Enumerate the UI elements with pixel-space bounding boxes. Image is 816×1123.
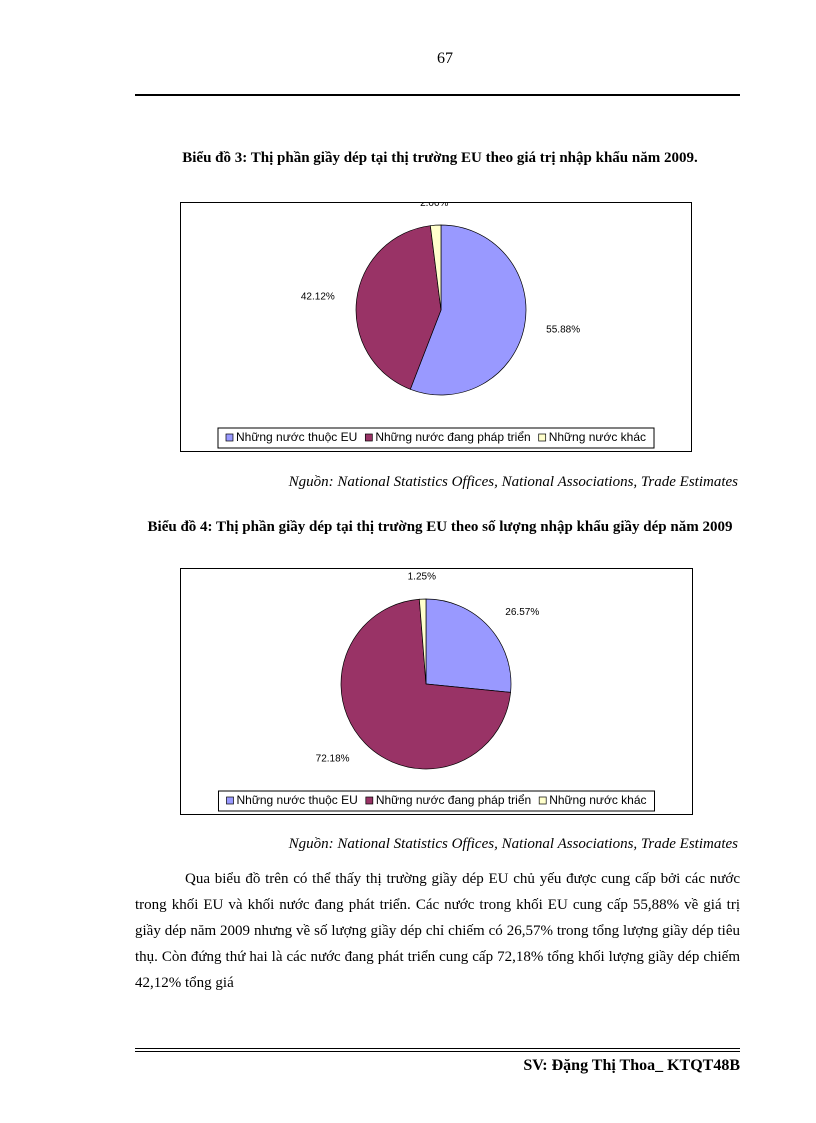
chart-source: Nguồn: National Statistics Offices, Nati… — [288, 474, 738, 490]
pie-slice — [355, 225, 442, 390]
data-label: 55.88% — [546, 324, 580, 335]
legend-label: Những nước đang pháp triển — [375, 430, 530, 444]
pie-slice — [425, 598, 512, 693]
page-number: 67 — [437, 50, 453, 67]
legend-box — [217, 427, 655, 449]
legend-swatch — [226, 796, 234, 805]
data-label: 1.25% — [408, 572, 436, 583]
legend-label: Những nước thuộc EU — [236, 430, 357, 444]
legend-swatch — [538, 433, 547, 442]
paragraph: Qua biểu đồ trên có thể thấy thị trường … — [135, 871, 740, 991]
legend-label: Những nước đang pháp triển — [376, 793, 531, 807]
legend-swatch — [225, 433, 234, 442]
pie-chart: 26.57% 72.18% 1.25% Những nước thuộc EU Nhữn… — [180, 568, 693, 815]
chart-caption: Biểu đồ 3: Thị phần giầy dép tại thị trư… — [182, 150, 698, 166]
legend-label: Những nước khác — [549, 793, 646, 807]
data-label: 26.57% — [505, 607, 539, 618]
header-rule — [135, 94, 740, 96]
pie-slice — [429, 224, 442, 311]
legend-swatch — [364, 433, 373, 442]
legend-label: Những nước khác — [549, 430, 646, 444]
legend-label: Những nước thuộc EU — [236, 793, 357, 807]
legend-swatch — [365, 796, 374, 805]
chart-caption: Biểu đồ 4: Thị phần giầy dép tại thị trư… — [147, 519, 733, 535]
legend-box — [217, 790, 656, 812]
pie-slice — [409, 224, 527, 396]
pie-chart: 55.88% 42.12% 2.00% Những nước thuộc EU Nhữn… — [180, 202, 692, 452]
footer: SV: Đặng Thị Thoa_ KTQT48B — [523, 1057, 740, 1074]
footer-rule — [135, 1048, 740, 1049]
legend-swatch — [538, 796, 547, 805]
data-label: 2.00% — [420, 202, 448, 209]
data-label: 72.18% — [316, 754, 350, 765]
pie-slice — [418, 598, 427, 685]
footer-rule — [135, 1051, 740, 1052]
data-label: 42.12% — [301, 292, 335, 303]
chart-source: Nguồn: National Statistics Offices, Nati… — [288, 836, 738, 852]
pie-slice — [340, 598, 511, 770]
